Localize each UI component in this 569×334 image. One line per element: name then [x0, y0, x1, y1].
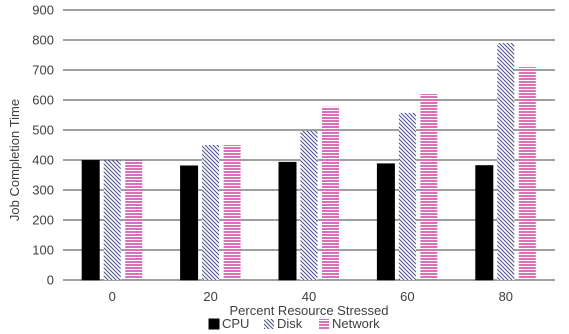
bar-disk-20 [202, 145, 220, 280]
bar-cpu-80 [475, 165, 494, 281]
bar-disk-40 [300, 130, 318, 280]
x-tick-label: 20 [203, 289, 217, 304]
y-tick-label: 800 [32, 33, 54, 48]
legend-label-disk: Disk [277, 316, 303, 331]
legend-label-cpu: CPU [222, 316, 249, 331]
x-tick-label: 80 [499, 289, 513, 304]
bar-cpu-60 [376, 163, 395, 281]
y-tick-label: 100 [32, 243, 54, 258]
legend-swatch-cpu [208, 318, 220, 330]
y-tick-label: 500 [32, 123, 54, 138]
bar-network-60 [420, 94, 438, 280]
x-tick-label: 40 [302, 289, 316, 304]
bar-disk-0 [103, 160, 121, 280]
bar-network-80 [518, 67, 536, 280]
bar-disk-80 [497, 43, 515, 280]
x-tick-label: 0 [109, 289, 116, 304]
y-tick-label: 700 [32, 63, 54, 78]
legend-label-network: Network [332, 316, 380, 331]
y-tick-label: 300 [32, 183, 54, 198]
x-axis-title: Percent Resource Stressed [230, 303, 389, 318]
bar-cpu-20 [180, 165, 199, 281]
y-tick-label: 600 [32, 93, 54, 108]
x-tick-label: 60 [400, 289, 414, 304]
bars [81, 43, 536, 281]
legend: CPU Disk Network [208, 316, 380, 331]
bar-cpu-0 [81, 160, 100, 281]
bar-cpu-40 [278, 161, 297, 281]
y-tick-label: 400 [32, 153, 54, 168]
axes: 0 100 200 300 400 500 600 700 800 900 0 20 40 60 80 [32, 3, 513, 305]
bar-network-20 [223, 145, 241, 280]
bar-disk-60 [398, 112, 416, 281]
y-axis-title: Job Completion Time [7, 99, 22, 221]
y-tick-label: 900 [32, 3, 54, 18]
bar-network-40 [322, 106, 339, 280]
y-tick-label: 0 [47, 273, 54, 288]
legend-swatch-network [319, 319, 329, 329]
y-tick-label: 200 [32, 213, 54, 228]
legend-swatch-disk [264, 319, 274, 329]
bar-network-0 [125, 160, 143, 280]
